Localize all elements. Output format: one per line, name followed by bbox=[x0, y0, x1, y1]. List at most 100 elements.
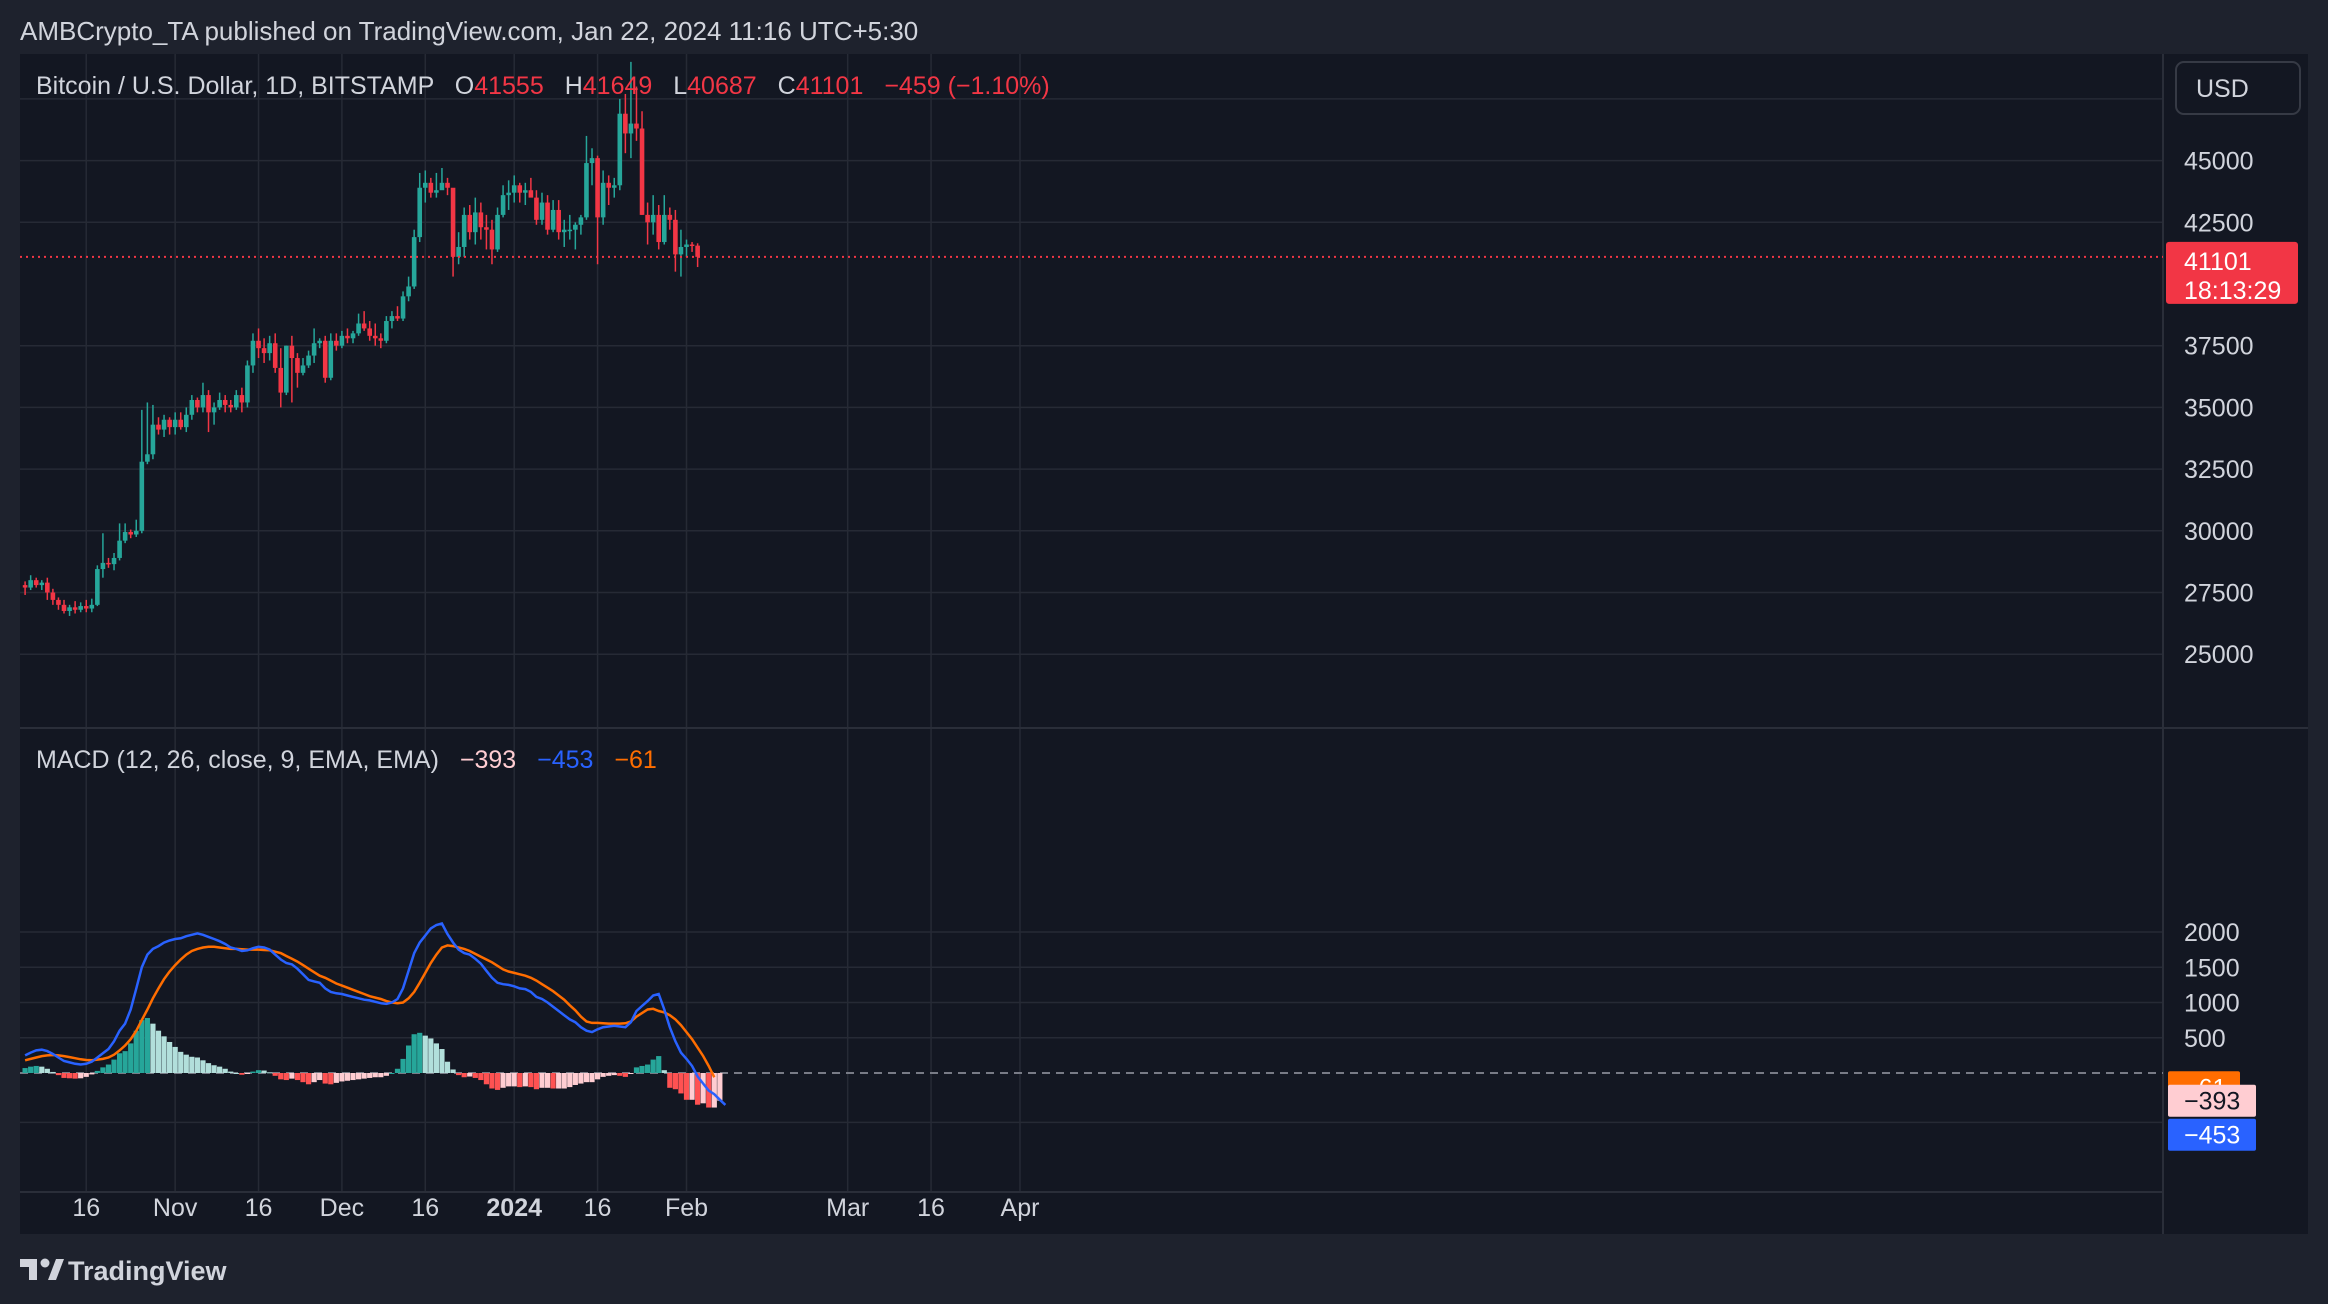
histogram-bar bbox=[89, 1073, 95, 1075]
histogram-bar bbox=[200, 1060, 206, 1073]
symbol-title: Bitcoin / U.S. Dollar, 1D, BITSTAMP bbox=[36, 72, 434, 100]
macd-badges: −61 −393 −453 bbox=[2168, 1071, 2256, 1151]
candle-body bbox=[295, 358, 300, 373]
histogram-bar bbox=[633, 1067, 640, 1073]
histogram-bar bbox=[178, 1051, 184, 1073]
candle-body bbox=[606, 182, 611, 188]
histogram-bar bbox=[667, 1073, 673, 1088]
candle-body bbox=[200, 395, 206, 408]
histogram-bar bbox=[217, 1066, 223, 1073]
candle-body bbox=[639, 128, 645, 215]
histogram-bar bbox=[317, 1073, 323, 1081]
candle-body bbox=[228, 404, 234, 408]
histogram-bar bbox=[294, 1073, 301, 1081]
candle-body bbox=[361, 323, 367, 329]
histogram-bar bbox=[167, 1041, 173, 1073]
histogram-bar bbox=[717, 1073, 723, 1101]
candle-body bbox=[445, 182, 450, 188]
time-tick-label: Nov bbox=[153, 1194, 198, 1222]
candle-body bbox=[539, 202, 545, 220]
histogram-bar bbox=[439, 1049, 445, 1073]
candle-body bbox=[128, 532, 134, 535]
time-tick-label: Feb bbox=[665, 1194, 708, 1222]
candle-body bbox=[150, 424, 156, 455]
histogram-bar bbox=[628, 1073, 634, 1074]
histogram-bar bbox=[600, 1073, 606, 1077]
candle-body bbox=[117, 540, 122, 558]
candle-body bbox=[561, 229, 567, 233]
histogram-bar bbox=[228, 1071, 234, 1073]
candle-body bbox=[22, 585, 28, 588]
histogram-bar bbox=[66, 1073, 73, 1079]
histogram-bar bbox=[622, 1073, 628, 1077]
histogram-bar bbox=[550, 1073, 556, 1089]
candle-body bbox=[673, 219, 678, 255]
histogram-bar bbox=[194, 1057, 200, 1073]
candle-body bbox=[256, 340, 261, 349]
histogram-bar bbox=[350, 1073, 356, 1081]
tradingview-logo-icon bbox=[20, 1258, 64, 1280]
histogram-bar bbox=[511, 1073, 517, 1087]
candle-body bbox=[50, 592, 56, 600]
histogram-bar bbox=[639, 1065, 645, 1073]
histogram-bar bbox=[150, 1023, 156, 1073]
time-axis: 16 Nov 16 Dec 16 2024 16 Feb Mar 16 Apr bbox=[72, 1194, 1039, 1222]
candle-body bbox=[133, 530, 139, 535]
histogram-bar bbox=[300, 1073, 306, 1083]
histogram-bar bbox=[272, 1073, 278, 1076]
macd-line-value: −453 bbox=[537, 746, 593, 774]
plot-background bbox=[20, 54, 2308, 1234]
candle-body bbox=[550, 209, 556, 230]
candle-body bbox=[217, 399, 222, 408]
candle-body bbox=[484, 227, 489, 230]
candle-body bbox=[406, 286, 411, 297]
macd-badge-bg bbox=[2168, 1118, 2256, 1151]
histogram-bar bbox=[406, 1045, 412, 1073]
candle-body bbox=[389, 316, 395, 322]
candle-body bbox=[67, 607, 72, 612]
candle-body bbox=[600, 182, 606, 218]
candle-body bbox=[211, 407, 217, 413]
price-tick-label: 37500 bbox=[2184, 333, 2254, 361]
candle-body bbox=[183, 414, 189, 428]
histogram-bar bbox=[78, 1073, 84, 1079]
candle-body bbox=[661, 214, 667, 243]
candle-body bbox=[634, 123, 639, 129]
histogram-bar bbox=[289, 1073, 295, 1079]
candle-body bbox=[350, 333, 356, 339]
candle-body bbox=[83, 606, 89, 609]
time-tick-label: Mar bbox=[826, 1194, 869, 1222]
histogram-bar bbox=[22, 1068, 28, 1073]
candle-body bbox=[156, 424, 161, 430]
macd-line bbox=[24, 922, 727, 1106]
macd-tick-label: 500 bbox=[2184, 1025, 2226, 1053]
histogram-bar bbox=[172, 1046, 178, 1073]
currency-button-frame[interactable] bbox=[2175, 61, 2301, 115]
macd-legend: MACD (12, 26, close, 9, EMA, EMA) −393 −… bbox=[36, 746, 657, 774]
histogram-bar bbox=[528, 1073, 534, 1088]
histogram-bar bbox=[689, 1073, 695, 1100]
candle-body bbox=[367, 328, 372, 336]
histogram-bar bbox=[561, 1073, 567, 1089]
time-tick-label: 16 bbox=[917, 1194, 945, 1222]
candle-body bbox=[378, 338, 384, 341]
histogram-bar bbox=[544, 1073, 551, 1088]
price-tick-label: 30000 bbox=[2184, 518, 2254, 546]
candle-body bbox=[567, 229, 573, 232]
candle-body bbox=[206, 395, 211, 413]
time-tick-label: 16 bbox=[245, 1194, 273, 1222]
histogram-bar bbox=[144, 1018, 150, 1073]
high-value: 41649 bbox=[583, 72, 653, 100]
histogram-bar bbox=[394, 1068, 401, 1073]
candle-body bbox=[472, 212, 478, 233]
currency-button[interactable]: USD bbox=[2175, 61, 2301, 115]
price-tick-label: 42500 bbox=[2184, 209, 2254, 237]
histogram-bar bbox=[39, 1066, 45, 1073]
currency-button-label[interactable]: USD bbox=[2196, 75, 2249, 103]
candle-body bbox=[222, 399, 228, 405]
countdown-label: 18:13:29 bbox=[2184, 277, 2281, 305]
macd-tick-label: 2000 bbox=[2184, 919, 2240, 947]
close-value: 41101 bbox=[796, 72, 864, 100]
candle-body bbox=[317, 340, 322, 344]
candle-body bbox=[339, 335, 345, 346]
